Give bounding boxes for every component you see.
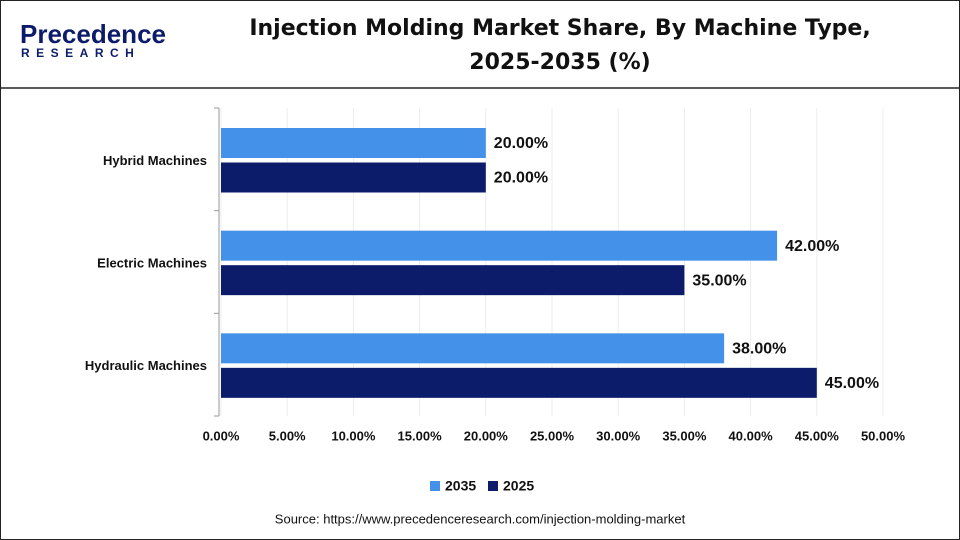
data-label: 35.00% [692,272,746,289]
bar [221,333,725,364]
y-tick-label: Hydraulic Machines [85,358,207,373]
x-tick-label: 50.00% [861,428,906,443]
data-label: 38.00% [732,341,786,358]
chart-title: Injection Molding Market Share, By Machi… [249,16,871,75]
bar [221,265,685,296]
legend-swatch [430,481,440,491]
data-label: 20.00% [494,135,548,152]
legend-swatch [488,481,498,491]
data-label: 45.00% [825,375,879,392]
x-tick-label: 40.00% [729,428,774,443]
data-label: 20.00% [494,170,548,187]
x-tick-label: 20.00% [464,428,509,443]
y-tick-label: Electric Machines [97,255,207,270]
bar [221,162,486,193]
data-label: 42.00% [785,238,839,255]
x-tick-label: 35.00% [662,428,707,443]
brand-tagline: RESEARCH [21,46,140,60]
x-tick-label: 0.00% [203,428,240,443]
y-tick-label: Hybrid Machines [103,153,207,168]
x-tick-label: 45.00% [795,428,840,443]
brand-name: Precedence [20,19,166,49]
x-tick-label: 15.00% [398,428,443,443]
x-tick-label: 10.00% [331,428,376,443]
legend-label: 2025 [503,478,534,494]
bar [221,230,778,261]
bar [221,128,486,158]
x-tick-label: 25.00% [530,428,575,443]
bar [221,367,817,398]
x-tick-label: 30.00% [596,428,641,443]
source: Source: https://www.precedenceresearch.c… [275,511,686,526]
x-tick-label: 5.00% [269,428,306,443]
legend-label: 2035 [445,478,476,494]
